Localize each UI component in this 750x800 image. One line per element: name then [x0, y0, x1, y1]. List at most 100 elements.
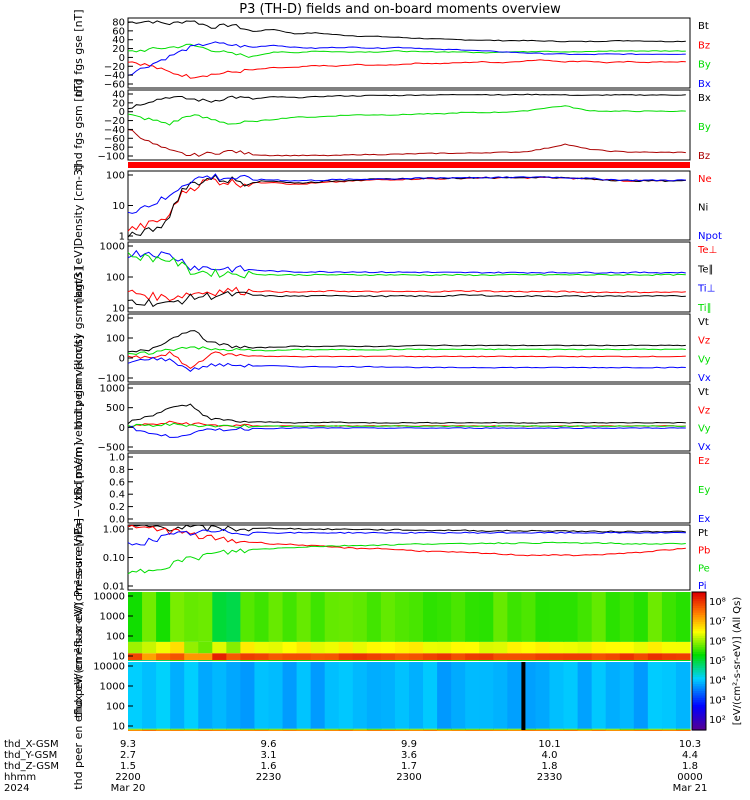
xaxis-value: 0000 — [677, 772, 702, 783]
heatmap-cell — [633, 659, 649, 661]
legend-Ey: Ey — [698, 485, 710, 496]
heatmap-cell — [409, 592, 424, 642]
ylabel: thd fgs gsm [nT] — [72, 79, 85, 170]
xaxis-value: Mar 21 — [673, 783, 708, 794]
heatmap-cell — [282, 653, 298, 660]
heatmap-cell — [479, 592, 494, 642]
heatmap-cell — [437, 653, 452, 660]
heatmap-cell — [605, 641, 621, 654]
heatmap-cell — [254, 662, 270, 729]
ytick-label: 40 — [112, 90, 125, 101]
heatmap-cell — [254, 659, 270, 661]
heatmap-cell — [156, 659, 171, 661]
xaxis-value: 1.8 — [682, 761, 698, 772]
heatmap-cell — [647, 659, 663, 661]
heatmap-cell — [142, 592, 157, 642]
heatmap-cell — [633, 729, 649, 731]
colorbar-cell — [692, 695, 706, 699]
colorbar-cell — [692, 596, 706, 600]
ytick-label: −60 — [104, 80, 125, 91]
series-line-Bx — [127, 93, 686, 110]
heatmap-cell — [128, 728, 143, 730]
heatmap-cell — [423, 729, 438, 731]
ylabel: thd fgs gse [nT] — [72, 9, 85, 96]
heatmap-cell — [535, 592, 551, 642]
heatmap-cell — [366, 729, 382, 731]
heatmap-cell — [282, 592, 298, 642]
heatmap-cell — [366, 641, 382, 654]
heatmap-cell — [198, 659, 213, 661]
heatmap-cell — [142, 641, 157, 654]
series-line-Pe — [127, 541, 686, 575]
legend-Pt: Pt — [698, 528, 708, 539]
colorbar-cell — [692, 677, 706, 680]
heatmap-cell — [156, 662, 171, 729]
ytick-label: 10 — [112, 304, 125, 315]
heatmap-cell — [338, 653, 354, 660]
heatmap-cell — [465, 728, 480, 730]
heatmap-cell — [619, 659, 635, 661]
heatmap-cell — [268, 659, 284, 661]
heatmap-cell — [563, 641, 579, 654]
data-gap-mark — [521, 662, 526, 730]
heatmap-cell — [142, 662, 157, 729]
heatmap-cell — [324, 729, 340, 731]
heatmap-cell — [605, 729, 621, 731]
heatmap-cell — [675, 641, 691, 654]
heatmap-cell — [647, 728, 663, 730]
heatmap-cell — [394, 653, 410, 660]
heatmap-cell — [479, 641, 494, 654]
series-line-Bz — [127, 129, 686, 157]
panel-frame — [127, 452, 691, 524]
heatmap-cell — [352, 662, 368, 729]
ytick-label: 0.10 — [103, 553, 125, 564]
heatmap-cell — [156, 592, 171, 642]
heatmap-cell — [338, 659, 354, 661]
series-line-Pi — [127, 528, 686, 546]
heatmap-cell — [170, 641, 185, 654]
heatmap-cell — [409, 653, 424, 660]
ytick-label: −80 — [104, 143, 125, 154]
heatmap-cell — [338, 728, 354, 730]
heatmap-cell — [212, 729, 227, 731]
panel-7: 1.00 0.10 0.01 Pressure [nPa] Pt Pb Pe Pi — [72, 518, 710, 597]
heatmap-cell — [156, 641, 171, 654]
heatmap-cell — [240, 662, 256, 729]
heatmap-cell — [254, 641, 270, 654]
heatmap-cell — [437, 641, 452, 654]
xaxis-value: 9.3 — [120, 739, 136, 750]
heatmap-cell — [577, 592, 593, 642]
heatmap-cell — [394, 728, 410, 730]
panel-frame — [127, 313, 691, 383]
heatmap-cell — [310, 729, 326, 731]
heatmap-cell — [465, 729, 480, 731]
heatmap-cell — [493, 728, 508, 730]
heatmap-cell — [479, 653, 494, 660]
series-line-By — [127, 105, 686, 126]
heatmap-cell — [619, 662, 635, 729]
ytick-label: −500 — [98, 443, 125, 454]
heatmap-cell — [282, 641, 298, 654]
heatmap-cell — [591, 641, 607, 654]
colorbar-cell — [692, 670, 706, 674]
colorbar-tick: 10⁸ — [709, 597, 726, 608]
xaxis-value: Mar 20 — [111, 783, 146, 794]
ylabel: Pressure [nPa] — [72, 518, 85, 597]
ytick-label: 60 — [112, 26, 125, 37]
heatmap-cell — [549, 659, 565, 661]
heatmap-cell — [184, 592, 199, 642]
ytick-label: −20 — [104, 62, 125, 73]
heatmap-cell — [619, 592, 635, 642]
heatmap-cell — [605, 653, 621, 660]
heatmap-cell — [507, 653, 522, 660]
heatmap-cell — [493, 659, 508, 661]
colorbar-cell — [692, 702, 706, 706]
heatmap-cell — [409, 728, 424, 730]
heatmap-cell — [198, 728, 213, 730]
heatmap-cell — [423, 653, 438, 660]
series-line-Ni — [127, 174, 686, 238]
xaxis-value: 2300 — [396, 772, 421, 783]
xaxis-value: 2330 — [537, 772, 562, 783]
ytick-label: −60 — [104, 134, 125, 145]
heatmap-cell — [423, 592, 438, 642]
